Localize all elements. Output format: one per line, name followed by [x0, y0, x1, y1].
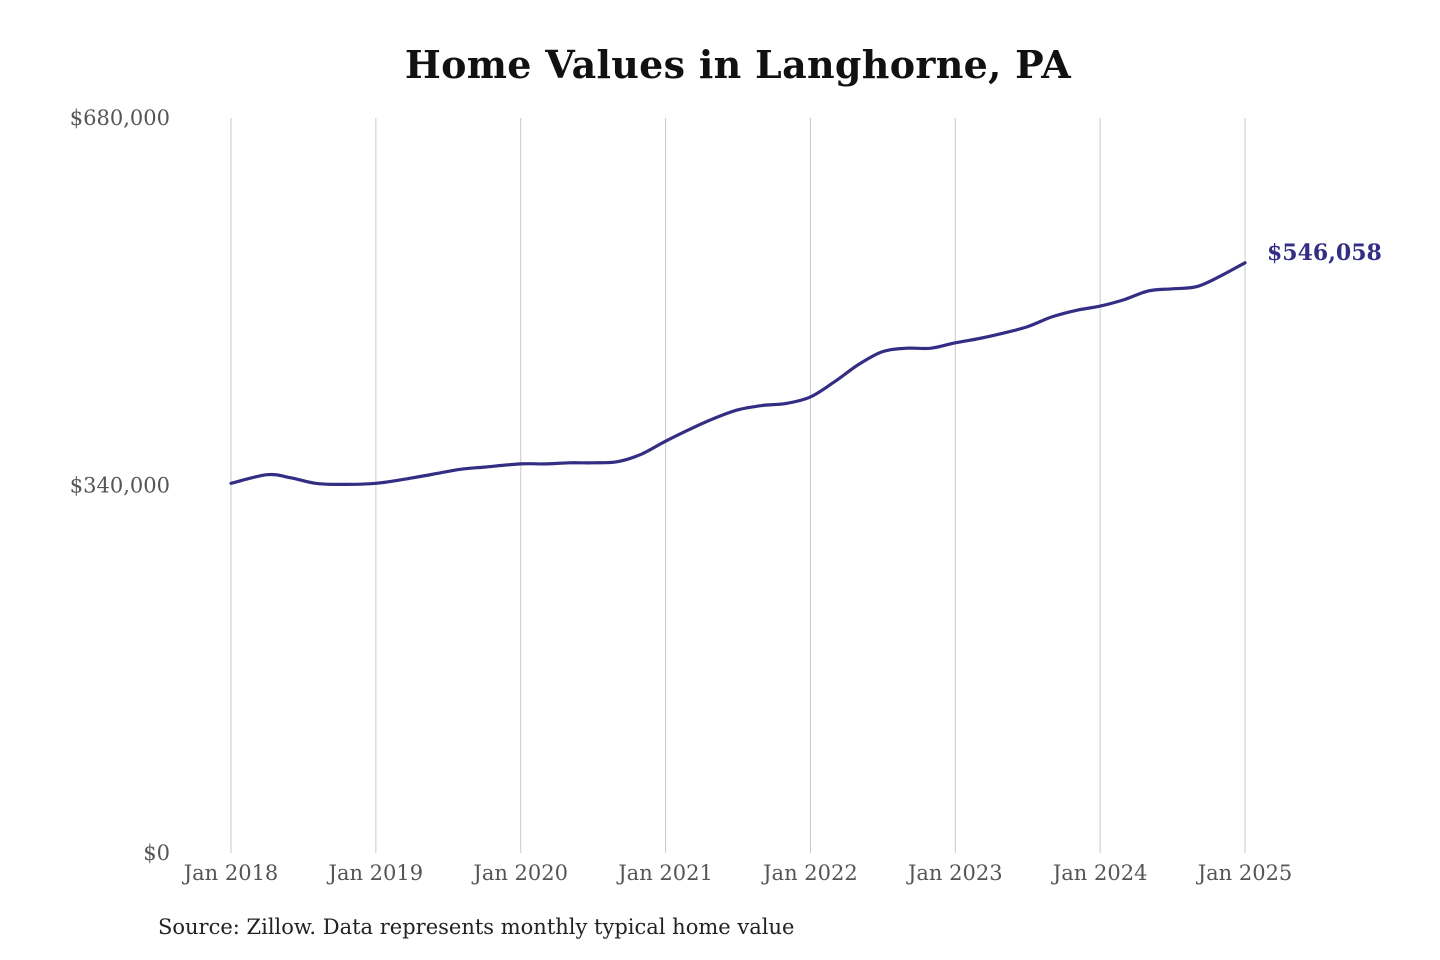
vertical-gridlines	[230, 118, 1246, 853]
home-value-series-line	[229, 261, 1247, 486]
x-tick-label-jan-2025: Jan 2025	[1196, 861, 1293, 885]
x-tick-label-jan-2024: Jan 2024	[1051, 861, 1148, 885]
source-note: Source: Zillow. Data represents monthly …	[158, 915, 795, 939]
x-tick-label-jan-2019: Jan 2019	[327, 861, 424, 885]
y-tick-label-340000: $340,000	[70, 474, 170, 498]
x-tick-label-jan-2023: Jan 2023	[906, 861, 1003, 885]
x-tick-label-jan-2022: Jan 2022	[761, 861, 858, 885]
x-tick-label-jan-2020: Jan 2020	[471, 861, 568, 885]
end-value-label: $546,058	[1267, 240, 1382, 266]
x-tick-label-jan-2018: Jan 2018	[182, 861, 279, 885]
y-tick-label-680000: $680,000	[70, 106, 170, 130]
y-axis-tick-labels: $0 $340,000 $680,000	[70, 106, 170, 865]
x-tick-label-jan-2021: Jan 2021	[616, 861, 713, 885]
chart-title: Home Values in Langhorne, PA	[404, 42, 1072, 87]
y-tick-label-0: $0	[143, 841, 170, 865]
x-axis-tick-labels: Jan 2018 Jan 2019 Jan 2020 Jan 2021 Jan 2022…	[182, 861, 1293, 885]
